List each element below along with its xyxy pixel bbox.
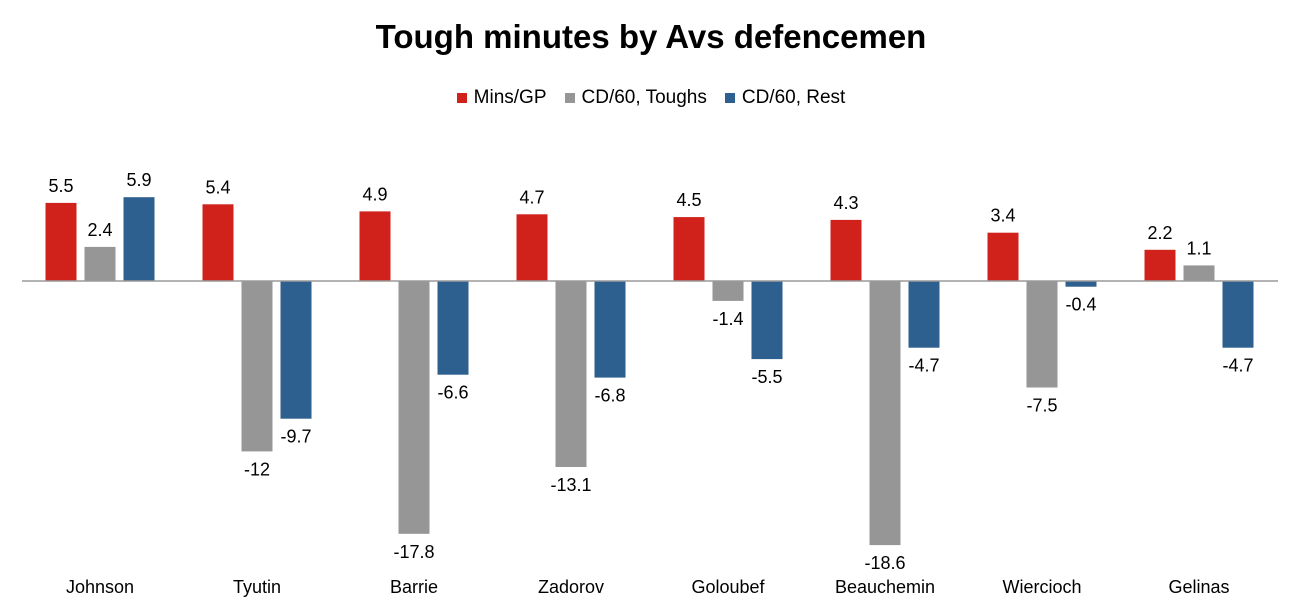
data-label-cd-60-rest-gelinas: -4.7	[1222, 356, 1253, 376]
bar-cd-60-toughs-tyutin	[241, 281, 273, 452]
bar-cd-60-toughs-goloubef	[712, 281, 744, 301]
data-label-cd-60-toughs-gelinas: 1.1	[1186, 238, 1211, 258]
bar-cd-60-rest-goloubef	[751, 281, 783, 360]
category-label-zadorov: Zadorov	[538, 577, 604, 597]
data-label-mins-gp-tyutin: 5.4	[205, 177, 230, 197]
data-label-cd-60-rest-goloubef: -5.5	[751, 367, 782, 387]
data-label-cd-60-toughs-wiercioch: -7.5	[1026, 396, 1057, 416]
bar-cd-60-toughs-zadorov	[555, 281, 587, 467]
bar-cd-60-toughs-gelinas	[1183, 265, 1215, 281]
data-label-cd-60-rest-zadorov: -6.8	[594, 386, 625, 406]
bar-mins-gp-barrie	[359, 211, 391, 281]
category-label-beauchemin: Beauchemin	[835, 577, 935, 597]
bar-cd-60-rest-johnson	[123, 197, 155, 281]
bar-mins-gp-goloubef	[673, 217, 705, 281]
data-label-mins-gp-zadorov: 4.7	[519, 187, 544, 207]
data-label-cd-60-toughs-goloubef: -1.4	[712, 309, 743, 329]
category-label-barrie: Barrie	[390, 577, 438, 597]
bar-cd-60-toughs-beauchemin	[869, 281, 901, 546]
data-label-cd-60-toughs-johnson: 2.4	[87, 220, 112, 240]
legend-label-mins-gp: Mins/GP	[473, 87, 547, 108]
legend-swatch-cd60-rest	[724, 93, 735, 103]
legend-swatch-cd60-toughs	[564, 93, 575, 103]
bar-mins-gp-tyutin	[202, 204, 234, 281]
data-label-mins-gp-wiercioch: 3.4	[990, 206, 1015, 226]
data-label-mins-gp-goloubef: 4.5	[676, 190, 701, 210]
data-label-cd-60-toughs-zadorov: -13.1	[550, 475, 591, 495]
data-label-cd-60-rest-tyutin: -9.7	[280, 427, 311, 447]
data-label-mins-gp-barrie: 4.9	[362, 184, 387, 204]
legend-item-mins-gp: Mins/GP	[456, 87, 547, 109]
bar-cd-60-toughs-johnson	[84, 246, 116, 281]
bar-mins-gp-zadorov	[516, 214, 548, 281]
bar-cd-60-rest-tyutin	[280, 281, 312, 419]
bar-cd-60-rest-gelinas	[1222, 281, 1254, 348]
legend-label-cd60-toughs: CD/60, Toughs	[581, 87, 707, 108]
data-label-cd-60-rest-johnson: 5.9	[126, 170, 151, 190]
category-label-wiercioch: Wiercioch	[1002, 577, 1081, 597]
legend-swatch-mins-gp	[456, 93, 467, 103]
bar-cd-60-toughs-barrie	[398, 281, 430, 534]
data-label-cd-60-toughs-tyutin: -12	[244, 459, 270, 479]
legend-item-cd60-rest: CD/60, Rest	[724, 87, 846, 109]
category-label-goloubef: Goloubef	[691, 577, 765, 597]
bar-mins-gp-johnson	[45, 202, 77, 281]
bar-mins-gp-beauchemin	[830, 219, 862, 281]
bar-cd-60-rest-barrie	[437, 281, 469, 375]
legend-item-cd60-toughs: CD/60, Toughs	[564, 87, 707, 109]
legend: Mins/GP CD/60, Toughs CD/60, Rest	[0, 87, 1302, 109]
category-label-gelinas: Gelinas	[1168, 577, 1229, 597]
data-label-cd-60-rest-wiercioch: -0.4	[1065, 295, 1096, 315]
category-label-johnson: Johnson	[66, 577, 134, 597]
data-label-cd-60-rest-barrie: -6.6	[437, 383, 468, 403]
chart-title: Tough minutes by Avs defencemen	[375, 18, 927, 55]
bar-cd-60-rest-beauchemin	[908, 281, 940, 348]
data-label-cd-60-rest-beauchemin: -4.7	[908, 356, 939, 376]
bar-cd-60-toughs-wiercioch	[1026, 281, 1058, 388]
data-label-cd-60-toughs-beauchemin: -18.6	[864, 553, 905, 573]
category-label-tyutin: Tyutin	[233, 577, 281, 597]
bar-cd-60-rest-wiercioch	[1065, 281, 1097, 287]
bar-cd-60-rest-zadorov	[594, 281, 626, 378]
data-label-mins-gp-beauchemin: 4.3	[833, 193, 858, 213]
legend-label-cd60-rest: CD/60, Rest	[741, 87, 846, 108]
data-label-mins-gp-johnson: 5.5	[48, 176, 73, 196]
bar-mins-gp-wiercioch	[987, 232, 1019, 281]
data-label-cd-60-toughs-barrie: -17.8	[393, 542, 434, 562]
bar-mins-gp-gelinas	[1144, 249, 1176, 281]
data-label-mins-gp-gelinas: 2.2	[1147, 223, 1172, 243]
